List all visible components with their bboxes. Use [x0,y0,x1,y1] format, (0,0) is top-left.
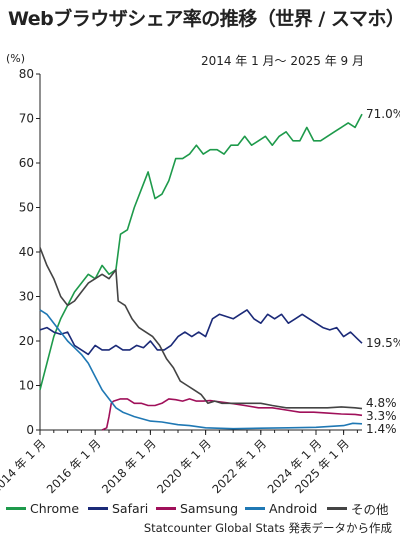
x-tick-label: 2018 年 1 月 [99,436,159,496]
x-tick-label: 2014 年 1 月 [0,436,48,496]
legend-swatch [245,506,265,510]
series-line-その他 [39,247,363,410]
legend-item-Chrome: Chrome [6,499,79,517]
legend-swatch [88,506,108,510]
series-line-Android [39,309,363,430]
legend-swatch [156,506,176,510]
y-tick-label: 10 [19,379,34,393]
legend-item-Android: Android [245,499,317,517]
y-tick-label: 0 [26,423,34,437]
end-label-Safari: 19.5% [366,336,400,350]
series-line-Samsung [101,398,363,431]
legend-label: Samsung [180,500,239,516]
end-label-Chrome: 71.0% [366,107,400,121]
y-unit-label: (%) [6,52,26,65]
end-label-Android: 1.4% [366,422,397,436]
chart-subtitle: 2014 年 1 月〜 2025 年 9 月 [200,54,364,68]
legend-label: Android [269,500,318,516]
legend-swatch [327,506,347,510]
source-note: Statcounter Global Stats 発表データから作成 [143,521,392,535]
legend-label: Chrome [30,500,80,516]
y-tick-label: 70 [19,112,34,126]
y-tick-label: 20 [19,334,34,348]
legend-label: その他 [351,501,389,517]
y-tick-label: 60 [19,156,34,170]
legend-label: Safari [112,500,149,516]
x-tick-label: 2020 年 1 月 [154,436,214,496]
x-tick-label: 2016 年 1 月 [44,436,104,496]
y-tick-label: 30 [19,290,34,304]
legend-item-その他: その他 [327,499,389,517]
legend: Chrome Safari Samsung Android その他 [0,499,400,517]
series-line-Safari [39,309,363,356]
y-tick-label: 80 [19,67,34,81]
y-tick-label: 40 [19,245,34,259]
legend-item-Safari: Safari [88,499,148,517]
series-line-Chrome [39,113,363,391]
end-label-その他: 4.8% [366,396,397,410]
legend-item-Samsung: Samsung [156,499,238,517]
legend-swatch [6,506,26,510]
x-tick-label: 2022 年 1 月 [209,436,269,496]
chart-title: Webブラウザシェア率の推移（世界 / スマホ） [8,8,400,30]
y-tick-label: 50 [19,201,34,215]
end-label-Samsung: 3.3% [366,409,397,423]
